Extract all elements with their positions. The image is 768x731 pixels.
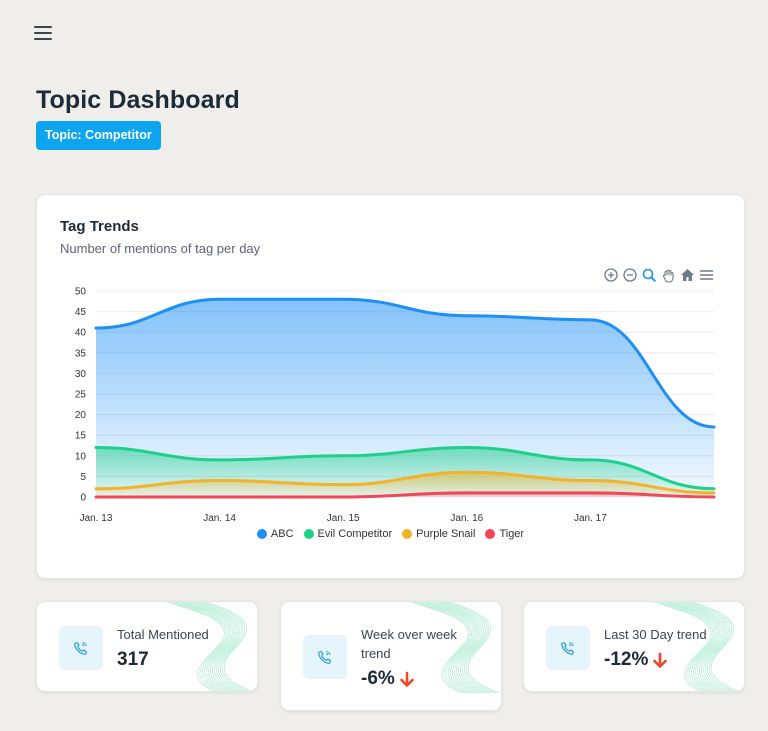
pan-icon[interactable] [660, 267, 676, 283]
tag-trends-chart[interactable]: 0 5 10 15 20 25 30 35 40 45 50 Jan. 13 Jan. 14 Jan. 1… [37, 195, 744, 525]
chart-menu-icon[interactable] [698, 267, 714, 283]
x-tick-label: Jan. 17 [574, 513, 607, 524]
stat-value-text: -6% [361, 668, 395, 689]
wave-decoration [653, 602, 739, 691]
y-tick-label: 20 [75, 410, 87, 421]
stat-label: Last 30 Day trend [604, 627, 707, 642]
zoom-out-icon[interactable] [622, 267, 638, 283]
y-tick-label: 5 [80, 472, 86, 483]
legend-label: Evil Competitor [317, 528, 393, 540]
y-tick-label: 15 [75, 431, 87, 442]
selection-zoom-icon[interactable] [641, 267, 657, 283]
legend-marker [485, 529, 496, 539]
stat-card-total-mentioned: Total Mentioned 317 [36, 601, 258, 692]
legend-marker [256, 529, 267, 539]
y-tick-label: 45 [75, 307, 87, 318]
series-line-tiger [94, 491, 716, 499]
y-tick-label: 50 [75, 287, 87, 298]
stat-icon-box [546, 626, 590, 670]
legend-marker [303, 529, 314, 539]
stat-card-week-over-week: Week over week trend -6% [280, 601, 502, 711]
page-title: Topic Dashboard [36, 86, 240, 114]
legend-item-tiger[interactable]: Tiger [485, 528, 524, 540]
stat-value: -6% [361, 668, 415, 690]
chart-subtitle: Number of mentions of tag per day [60, 241, 261, 256]
phone-call-icon [561, 641, 575, 655]
stat-card-last-30-day: Last 30 Day trend -12% [523, 601, 745, 692]
wave-decoration [166, 602, 252, 691]
tag-trends-card: Tag Trends Number of mentions of tag per… [36, 194, 745, 579]
stat-value-text: -12% [604, 649, 649, 670]
y-tick-label: 30 [75, 369, 87, 380]
wave-decoration [410, 602, 501, 693]
phone-call-icon [74, 641, 88, 655]
y-tick-label: 35 [75, 348, 87, 359]
series-area-abc [96, 299, 714, 497]
legend-marker [402, 529, 413, 539]
series-line-evil-competitor [94, 446, 716, 491]
legend-label: ABC [270, 528, 294, 540]
x-tick-label: Jan. 16 [450, 513, 483, 524]
x-tick-label: Jan. 15 [327, 513, 360, 524]
legend-item-evil-competitor[interactable]: Evil Competitor [303, 528, 393, 540]
zoom-in-icon[interactable] [603, 267, 619, 283]
y-tick-label: 0 [80, 493, 86, 504]
legend-label: Purple Snail [416, 528, 476, 540]
y-tick-label: 40 [75, 328, 87, 339]
series-line-purple-snail [94, 470, 716, 495]
stat-icon-box [303, 635, 347, 679]
stat-label: Total Mentioned [117, 627, 209, 642]
reset-home-icon[interactable] [679, 267, 695, 283]
stat-value-text: 317 [117, 649, 149, 670]
trend-down-arrow-icon [653, 652, 668, 668]
x-tick-label: Jan. 14 [203, 513, 236, 524]
hamburger-menu-icon[interactable] [34, 26, 52, 42]
chart-toolbar [603, 267, 714, 283]
stat-label: Week over week trend [361, 627, 457, 661]
series-line-abc [94, 297, 716, 429]
chart-title: Tag Trends [60, 218, 139, 235]
legend-item-purple-snail[interactable]: Purple Snail [402, 528, 475, 540]
stat-value: -12% [604, 649, 668, 671]
legend-label: Tiger [499, 528, 525, 540]
stat-value: 317 [117, 649, 149, 671]
chart-legend: ABC Evil Competitor Purple Snail Tiger [37, 528, 744, 540]
stat-icon-box [59, 626, 103, 670]
legend-item-abc[interactable]: ABC [256, 528, 294, 540]
trend-down-arrow-icon [399, 671, 414, 687]
x-tick-label: Jan. 13 [80, 513, 113, 524]
series-area-purple-snail [96, 472, 714, 497]
y-tick-label: 10 [75, 451, 87, 462]
y-tick-label: 25 [75, 390, 87, 401]
topic-badge[interactable]: Topic: Competitor [36, 121, 161, 150]
phone-call-icon [318, 650, 332, 664]
